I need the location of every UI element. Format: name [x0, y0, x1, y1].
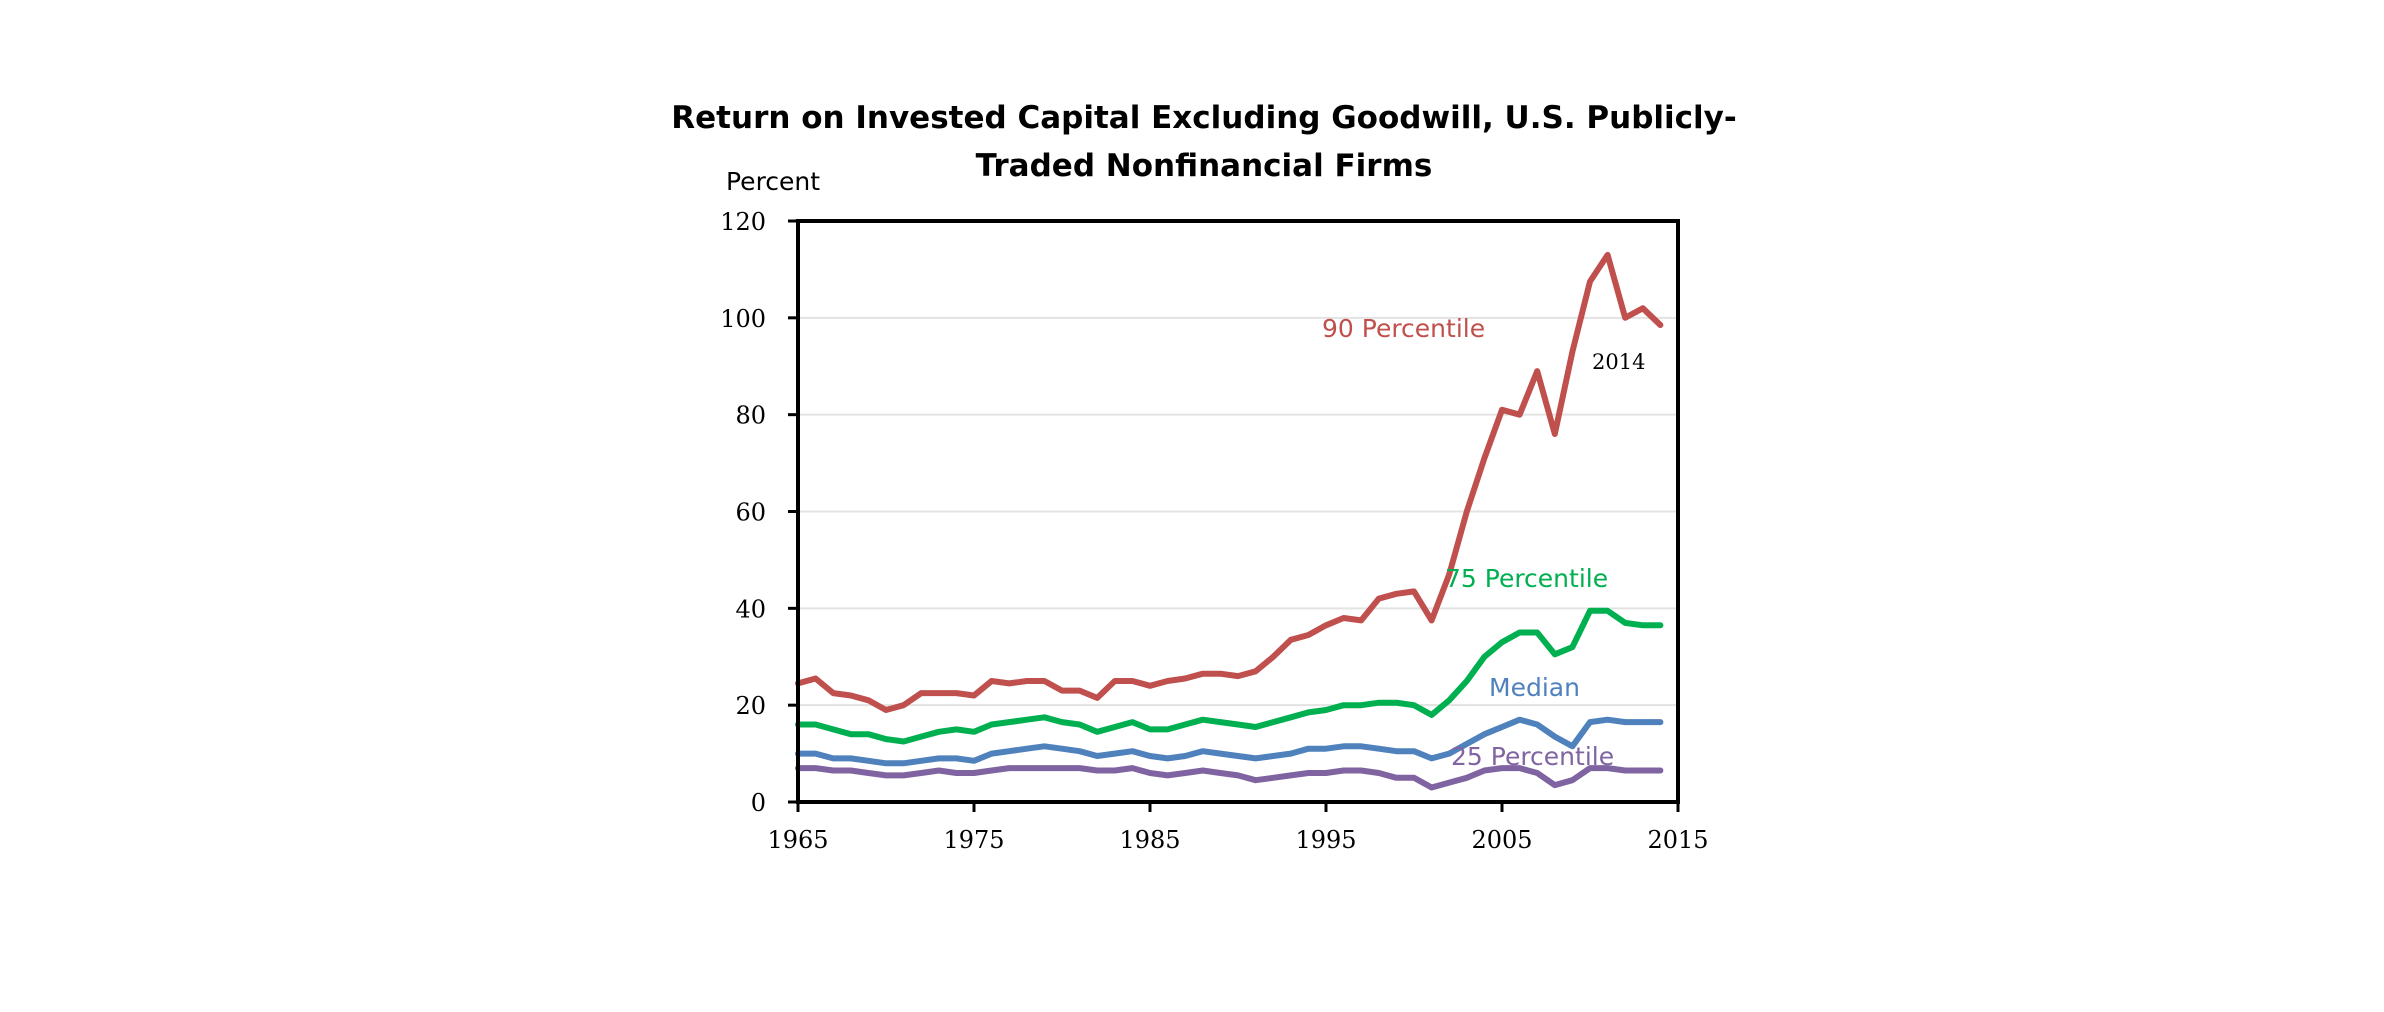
x-tick-label: 1965	[767, 826, 828, 854]
series-label-25-percentile: 25 Percentile	[1451, 742, 1614, 771]
series-label-90-percentile: 90 Percentile	[1322, 314, 1485, 343]
y-axis-label: Percent	[726, 167, 820, 196]
y-tick-label: 100	[720, 305, 766, 333]
series-lines	[795, 251, 1664, 791]
y-tick-label: 40	[735, 595, 766, 623]
gridlines	[798, 316, 1678, 707]
x-tick-label: 1985	[1119, 826, 1180, 854]
series-line-75-percentile	[795, 607, 1664, 745]
y-tick-label: 80	[735, 402, 766, 430]
x-tick-label: 2015	[1647, 826, 1708, 854]
x-tick-labels: 1965 1975 1985 1995 2005 2015	[767, 802, 1709, 854]
y-tick-label: 60	[735, 499, 766, 527]
y-tick-label: 20	[735, 692, 766, 720]
series-label-75-percentile: 75 Percentile	[1445, 564, 1608, 593]
series-labels: 90 Percentile 75 Percentile Median 25 Perce…	[1322, 314, 1614, 771]
annotation-2014: 2014	[1592, 350, 1645, 374]
chart-title-line-1: Return on Invested Capital Excluding Goo…	[671, 100, 1736, 136]
x-tick-label: 1995	[1295, 826, 1356, 854]
y-tick-label: 120	[720, 208, 766, 236]
series-line-90-percentile	[795, 251, 1664, 713]
y-tick-labels: 0 20 40 60 80 100 120	[720, 208, 798, 817]
chart-title-line-2: Traded Nonfinancial Firms	[976, 148, 1433, 184]
x-tick-label: 1975	[943, 826, 1004, 854]
y-tick-label: 0	[751, 789, 766, 817]
series-line-median	[795, 716, 1664, 767]
series-line-25-percentile	[795, 765, 1664, 791]
series-label-median: Median	[1489, 673, 1580, 702]
x-tick-label: 2005	[1471, 826, 1532, 854]
